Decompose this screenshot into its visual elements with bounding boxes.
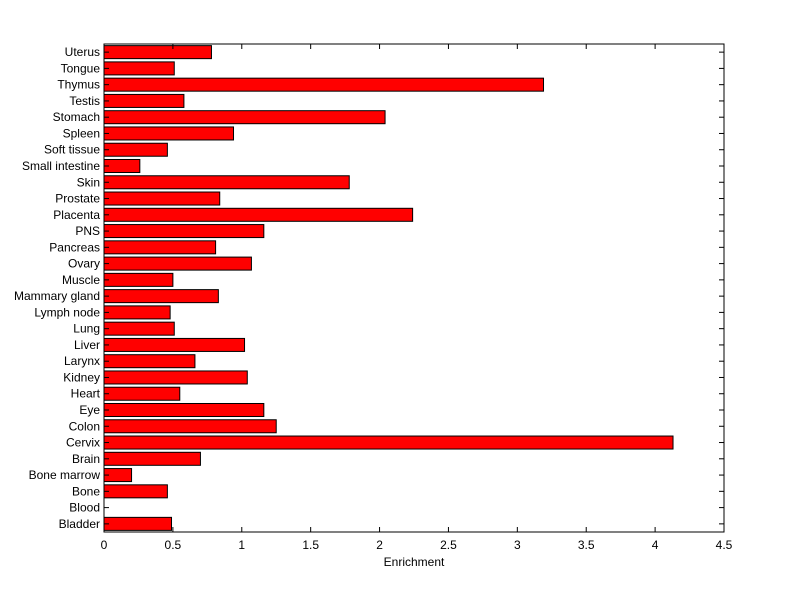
x-axis-ticks: 0 0.5 1 1.5 2 2.5 3 3.5 4 4.5 <box>101 44 733 552</box>
y-axis-ticks: Bladder Blood Bone Bone marrow Brain Cervix Co… <box>14 45 724 531</box>
bar-lymph-node <box>103 305 171 320</box>
y-tick-label-liver: Liver <box>74 338 100 352</box>
bar-placenta <box>103 207 414 222</box>
x-tick-label-4: 4 <box>652 538 659 552</box>
bar-uterus <box>103 45 212 60</box>
bar-mammary-gland <box>103 289 219 304</box>
x-tick-label-1: 1 <box>238 538 245 552</box>
x-tick-label-2: 2 <box>376 538 383 552</box>
x-tick-label-0: 0 <box>101 538 108 552</box>
bar-testis <box>103 93 185 108</box>
y-tick-label-bone: Bone <box>72 484 100 498</box>
bar-brain <box>103 451 201 466</box>
y-tick-label-blood: Blood <box>69 501 100 515</box>
x-axis-label: Enrichment <box>384 555 445 569</box>
bar-eye <box>103 402 265 418</box>
y-tick-label-eye: Eye <box>79 403 100 417</box>
bar-pancreas <box>103 240 217 255</box>
y-tick-label-small-intestine: Small intestine <box>22 159 100 173</box>
bar-bladder <box>103 516 173 531</box>
x-tick-label-3-5: 3.5 <box>578 538 595 552</box>
y-tick-label-thymus: Thymus <box>57 78 100 92</box>
y-tick-label-brain: Brain <box>72 452 100 466</box>
plot-area-frame <box>103 43 725 533</box>
y-tick-label-spleen: Spleen <box>63 126 100 140</box>
y-tick-label-larynx: Larynx <box>64 354 100 368</box>
bar-skin <box>103 175 350 190</box>
bar-thymus <box>103 77 545 92</box>
bar-spleen <box>103 126 235 141</box>
y-tick-label-ovary: Ovary <box>68 257 100 271</box>
bar-larynx <box>103 354 196 369</box>
y-tick-label-heart: Heart <box>71 387 101 401</box>
bar-lung <box>103 321 175 336</box>
y-tick-label-testis: Testis <box>69 94 100 108</box>
bar-ovary <box>103 256 252 271</box>
y-tick-label-stomach: Stomach <box>53 110 100 124</box>
bar-pns <box>103 224 265 239</box>
x-tick-label-3: 3 <box>514 538 521 552</box>
x-tick-label-1-5: 1.5 <box>302 538 319 552</box>
x-tick-label-4-5: 4.5 <box>716 538 733 552</box>
y-tick-label-pns: PNS <box>75 224 100 238</box>
y-tick-label-bladder: Bladder <box>59 517 100 531</box>
y-tick-label-colon: Colon <box>69 419 100 433</box>
y-tick-label-prostate: Prostate <box>55 192 100 206</box>
x-tick-label-0-5: 0.5 <box>165 538 182 552</box>
y-tick-label-placenta: Placenta <box>53 208 100 222</box>
y-tick-label-muscle: Muscle <box>62 273 100 287</box>
bar-prostate <box>103 191 221 206</box>
bar-stomach <box>103 110 386 125</box>
bar-liver <box>103 337 246 352</box>
y-tick-label-skin: Skin <box>77 175 100 189</box>
y-tick-label-soft-tissue: Soft tissue <box>44 143 100 157</box>
y-tick-label-bone-marrow: Bone marrow <box>29 468 101 482</box>
y-tick-label-kidney: Kidney <box>63 370 100 384</box>
y-tick-label-cervix: Cervix <box>66 436 100 450</box>
y-tick-label-lung: Lung <box>73 322 100 336</box>
bar-colon <box>103 419 277 434</box>
bar-soft-tissue <box>103 142 168 157</box>
bars-group <box>103 45 674 531</box>
y-tick-label-mammary-gland: Mammary gland <box>14 289 100 303</box>
y-tick-label-tongue: Tongue <box>61 61 101 75</box>
y-tick-label-uterus: Uterus <box>65 45 100 59</box>
bar-cervix <box>103 435 674 450</box>
bar-bone <box>103 484 168 499</box>
bar-muscle <box>103 272 174 287</box>
bar-small-intestine <box>103 158 141 174</box>
bar-kidney <box>103 370 248 385</box>
x-tick-label-2-5: 2.5 <box>440 538 457 552</box>
bar-tongue <box>103 61 175 76</box>
y-tick-label-lymph-node: Lymph node <box>34 305 100 319</box>
y-tick-label-pancreas: Pancreas <box>49 240 100 254</box>
bar-heart <box>103 386 181 401</box>
